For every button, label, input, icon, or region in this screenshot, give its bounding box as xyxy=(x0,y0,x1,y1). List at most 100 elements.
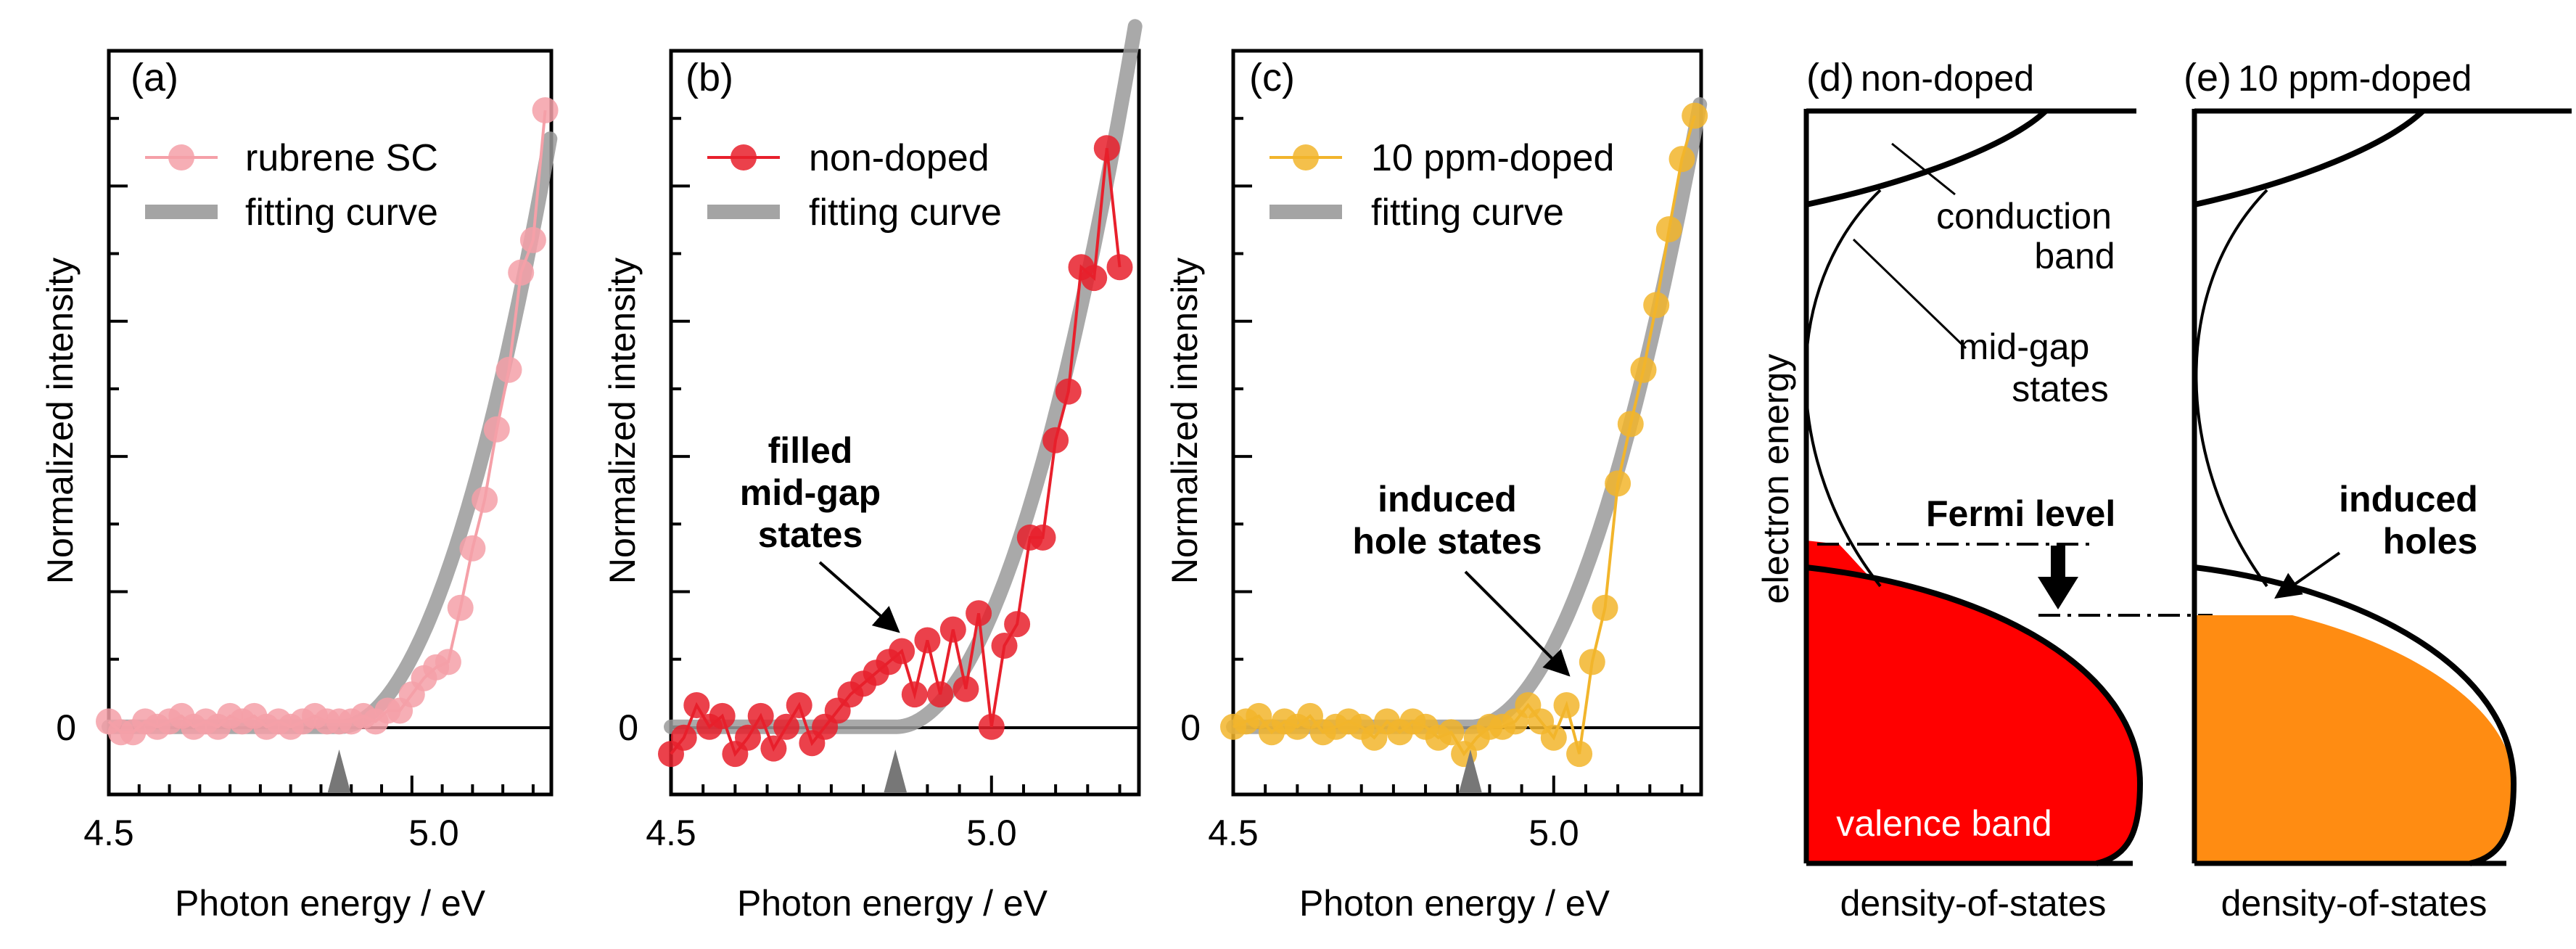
label-valence-band-d: valence band xyxy=(1836,803,2052,844)
threshold-marker-c xyxy=(1458,749,1482,793)
data-point xyxy=(472,486,498,513)
y-axis-title-d: electron energy xyxy=(1756,354,1796,604)
annotation-arrow-b xyxy=(818,561,900,633)
y-axis-title-b: Normalized intensity xyxy=(602,258,643,584)
data-point xyxy=(1029,524,1056,551)
data-point xyxy=(747,702,774,729)
valence-band-fill-e xyxy=(2194,615,2514,863)
panel-e: (e) 10 ppm-doped induced holes density-o… xyxy=(2184,56,2572,924)
valence-band-fill-d xyxy=(1806,567,2140,863)
label-induced-e: induced xyxy=(2339,479,2478,519)
data-point xyxy=(939,616,966,643)
data-point xyxy=(1055,378,1082,405)
legend-c: 10 ppm-doped fitting curve xyxy=(1270,137,1614,234)
data-point xyxy=(709,702,736,729)
panel-label-e: (e) xyxy=(2184,56,2231,99)
data-point xyxy=(914,627,941,654)
panel-label-d: (d) xyxy=(1806,56,1854,99)
data-point xyxy=(1106,254,1133,281)
panel-title-e: 10 ppm-doped xyxy=(2238,58,2472,99)
data-point xyxy=(483,416,510,443)
annotation-hole-states-c: hole states xyxy=(1352,521,1542,562)
threshold-marker-a xyxy=(327,749,351,793)
data-point xyxy=(1668,146,1695,173)
data-point xyxy=(683,692,710,718)
data-point xyxy=(786,692,812,718)
data-point xyxy=(495,356,522,383)
data-point xyxy=(1592,594,1618,621)
panel-c: (c) 10 ppm-doped fitting curve induced h… xyxy=(1164,49,1708,924)
annotation-mid-gap-b: mid-gap xyxy=(740,472,881,513)
fermi-shift-arrow-d xyxy=(2038,546,2078,609)
data-point xyxy=(1655,216,1682,242)
annotation-arrow-c xyxy=(1464,570,1571,677)
data-point xyxy=(927,681,954,708)
legend-marker-rubrene xyxy=(168,144,194,171)
data-point xyxy=(447,594,474,621)
label-holes-e: holes xyxy=(2383,521,2478,562)
x-axis-title-a: Photon energy / eV xyxy=(175,883,486,924)
data-point xyxy=(1682,102,1708,129)
data-point xyxy=(1579,649,1605,675)
data-point xyxy=(435,649,461,675)
data-point xyxy=(1566,741,1593,768)
y-axis-title-a: Normalized intensity xyxy=(40,258,81,584)
conduction-band-edge-d xyxy=(1806,109,2048,208)
data-point xyxy=(459,535,486,562)
plot-frame-b xyxy=(669,49,1141,797)
data-point xyxy=(532,97,559,123)
data-point xyxy=(773,713,799,740)
legend-marker-10ppm xyxy=(1293,144,1319,171)
series-non-doped xyxy=(658,135,1133,768)
label-band-d: band xyxy=(2034,236,2115,276)
data-point xyxy=(1081,265,1108,292)
data-point xyxy=(1042,427,1069,453)
fitting-curve-line xyxy=(664,19,1143,734)
label-conduction-d: conduction xyxy=(1936,196,2112,237)
x-axis-title-d: density-of-states xyxy=(1840,883,2107,924)
series-10ppm-doped xyxy=(1220,102,1708,768)
legend-label-fit-b: fitting curve xyxy=(809,192,1002,234)
induced-holes-arrow-e xyxy=(2274,551,2341,599)
legend-b: non-doped fitting curve xyxy=(707,137,1002,234)
y-ticks-a xyxy=(107,49,535,796)
data-point xyxy=(1605,470,1631,497)
data-point xyxy=(519,226,546,253)
x-tick-4.5-c: 4.5 xyxy=(1208,813,1259,853)
data-point xyxy=(1617,411,1644,437)
data-point xyxy=(1093,135,1120,162)
legend-marker-non-doped xyxy=(731,144,757,171)
panel-title-d: non-doped xyxy=(1861,58,2034,99)
legend-a: rubrene SC fitting curve xyxy=(145,137,438,234)
plot-frame-a xyxy=(107,49,554,797)
midgap-states-curve-e xyxy=(2194,189,2268,588)
annotation-states-b: states xyxy=(758,514,863,555)
label-states-d: states xyxy=(2012,369,2108,409)
annotation-filled-b: filled xyxy=(768,430,853,471)
y-tick-0-a: 0 xyxy=(56,707,76,748)
valence-band-edge-e xyxy=(2194,564,2517,866)
legend-label-fit-a: fitting curve xyxy=(245,192,438,234)
data-point xyxy=(1004,611,1031,638)
legend-label-fit-c: fitting curve xyxy=(1371,192,1564,234)
data-point xyxy=(1553,692,1580,718)
x-axis-title-c: Photon energy / eV xyxy=(1299,883,1610,924)
data-point xyxy=(735,724,761,751)
legend-label-rubrene: rubrene SC xyxy=(245,137,438,179)
threshold-marker-b xyxy=(884,749,908,793)
panel-d: (d) non-doped conduction band mid-gap st… xyxy=(1756,56,2213,924)
series-rubrene-sc xyxy=(96,97,559,746)
y-axis-title-c: Normalized intensity xyxy=(1164,258,1205,584)
x-tick-4.5-b: 4.5 xyxy=(646,813,696,853)
data-point xyxy=(1438,719,1465,746)
data-point xyxy=(1643,292,1670,319)
conduction-band-edge-e xyxy=(2194,109,2425,208)
cb-leader-d xyxy=(1891,142,1956,196)
fitting-curve-b xyxy=(664,19,1143,734)
data-point xyxy=(952,675,979,702)
x-tick-5.0-a: 5.0 xyxy=(408,813,459,853)
label-fermi-level-d: Fermi level xyxy=(1926,493,2115,534)
x-tick-4.5-a: 4.5 xyxy=(83,813,134,853)
data-point xyxy=(508,259,535,286)
